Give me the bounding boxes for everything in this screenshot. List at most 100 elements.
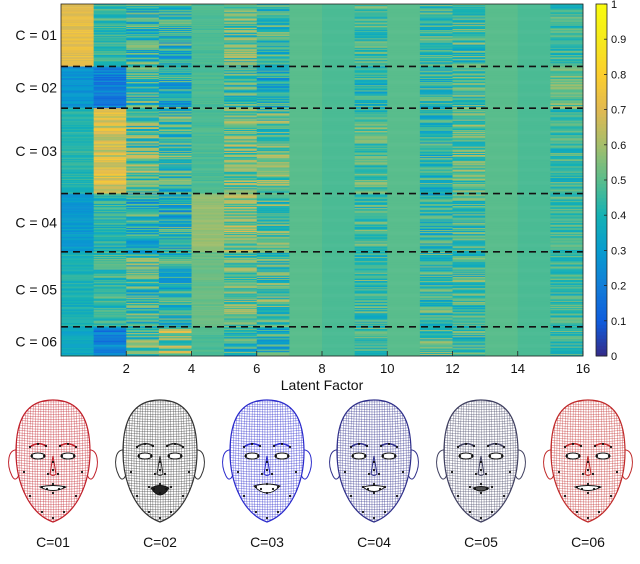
heatmap-cell (354, 276, 388, 279)
heatmap-cell (93, 12, 127, 14)
heatmap-cell (256, 261, 290, 263)
heatmap-cell (354, 92, 388, 94)
heatmap-cell (387, 136, 421, 138)
heatmap-cell (158, 142, 192, 144)
heatmap-cell (289, 185, 323, 187)
heatmap-cell (93, 110, 127, 112)
heatmap-cell (158, 26, 192, 29)
heatmap-cell (224, 82, 258, 84)
heatmap-cell (387, 258, 421, 260)
heatmap-cell (256, 181, 290, 183)
heatmap-cell (354, 246, 388, 248)
heatmap-cell (126, 130, 160, 132)
heatmap-cell (224, 208, 258, 210)
heatmap-cell (93, 316, 127, 318)
heatmap-cell (224, 117, 258, 119)
heatmap-cell (550, 277, 584, 280)
heatmap-cell (354, 222, 388, 225)
heatmap-cell (419, 281, 453, 283)
heatmap-cell (517, 161, 551, 163)
heatmap-cell (517, 121, 551, 124)
heatmap-cell (126, 44, 160, 46)
heatmap-cell (256, 36, 290, 38)
heatmap-cell (354, 58, 388, 60)
heatmap-cell (354, 94, 388, 96)
heatmap-cell (289, 245, 323, 247)
heatmap-cell (322, 145, 356, 147)
heatmap-cell (158, 28, 192, 31)
heatmap-cell (256, 44, 290, 46)
heatmap-cell (93, 152, 127, 155)
heatmap-cell (126, 173, 160, 176)
heatmap-cell (419, 209, 453, 211)
heatmap-cell (289, 181, 323, 183)
heatmap-cell (322, 127, 356, 130)
heatmap-cell (158, 123, 192, 126)
heatmap-cell (289, 297, 323, 300)
heatmap-cell (93, 28, 127, 31)
heatmap-cell (191, 324, 225, 327)
heatmap-cell (322, 51, 356, 54)
heatmap-cell (419, 143, 453, 145)
heatmap-cell (158, 238, 192, 240)
heatmap-cell (419, 128, 453, 131)
heatmap-cell (452, 126, 486, 129)
heatmap-cell (322, 92, 356, 94)
heatmap-cell (158, 319, 192, 321)
heatmap-cell (452, 160, 486, 162)
heatmap-cell (126, 162, 160, 164)
heatmap-cell (354, 248, 388, 251)
heatmap-cell (452, 300, 486, 303)
heatmap-cell (224, 285, 258, 287)
heatmap-cell (322, 158, 356, 160)
heatmap-cell (517, 313, 551, 315)
heatmap-cell (158, 287, 192, 289)
heatmap-cell (517, 111, 551, 113)
heatmap-cell (158, 191, 192, 193)
heatmap-cell (126, 206, 160, 208)
heatmap-cell (550, 123, 584, 126)
heatmap-cell (61, 291, 95, 293)
heatmap-cell (517, 207, 551, 209)
heatmap-cell (387, 98, 421, 101)
heatmap-cell (289, 198, 323, 201)
heatmap-cell (322, 68, 356, 70)
heatmap-cell (93, 105, 127, 107)
heatmap-cell (452, 159, 486, 161)
heatmap-cell (289, 269, 323, 271)
heatmap-cell (517, 39, 551, 41)
heatmap-cell (224, 105, 258, 107)
heatmap-cell (158, 187, 192, 189)
heatmap-cell (61, 232, 95, 234)
heatmap-cell (289, 242, 323, 244)
heatmap-cell (485, 158, 519, 160)
heatmap-cell (289, 95, 323, 97)
heatmap-cell (93, 307, 127, 309)
heatmap-cell (224, 177, 258, 180)
heatmap-cell (387, 137, 421, 139)
heatmap-cell (256, 237, 290, 239)
heatmap-cell (126, 223, 160, 226)
heatmap-cell (93, 210, 127, 212)
heatmap-cell (387, 194, 421, 196)
heatmap-cell (61, 242, 95, 244)
heatmap-cell (550, 162, 584, 164)
heatmap-cell (61, 306, 95, 308)
heatmap-cell (354, 243, 388, 245)
heatmap-cell (158, 68, 192, 70)
heatmap-cell (289, 39, 323, 41)
heatmap-cell (485, 307, 519, 309)
heatmap-cell (289, 282, 323, 284)
heatmap-cell (550, 51, 584, 54)
heatmap-cell (452, 221, 486, 223)
heatmap-cell (224, 254, 258, 257)
heatmap-cell (550, 89, 584, 91)
heatmap-cell (550, 214, 584, 216)
heatmap-cell (517, 143, 551, 145)
heatmap-cell (354, 283, 388, 285)
heatmap-cell (387, 124, 421, 127)
heatmap-cell (289, 26, 323, 29)
heatmap-cell (158, 7, 192, 9)
heatmap-cell (452, 171, 486, 174)
heatmap-cell (126, 4, 160, 6)
